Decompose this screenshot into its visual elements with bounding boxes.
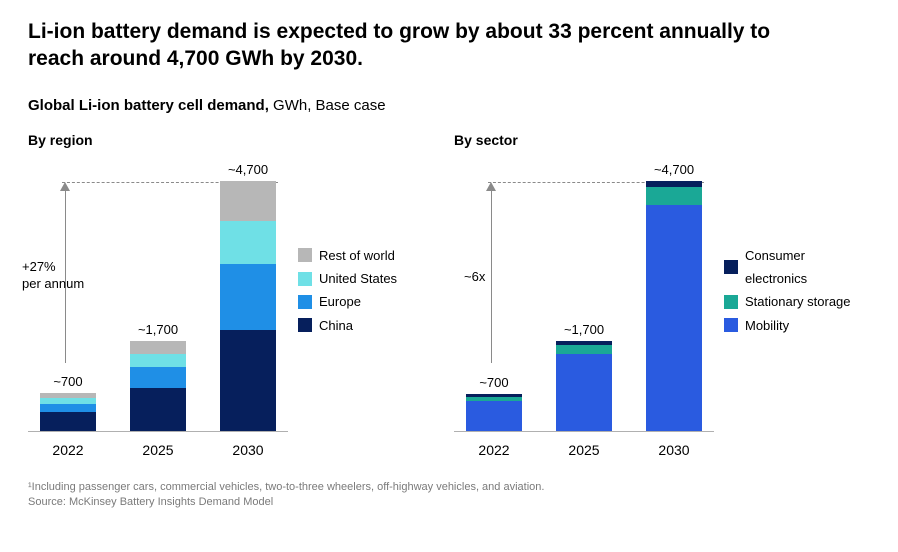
bar-segment	[130, 354, 186, 367]
bar-segment	[40, 412, 96, 431]
bar-segment	[466, 401, 522, 431]
bar-segment	[40, 404, 96, 412]
legend-item: Europe	[298, 290, 397, 313]
legend-item: China	[298, 314, 397, 337]
bar-column: ~4,700	[642, 162, 706, 431]
bar-segment	[220, 181, 276, 221]
x-axis-label: 2022	[462, 436, 526, 458]
bar-column: ~1,700	[552, 322, 616, 431]
legend-swatch	[298, 248, 312, 262]
x-axis-label: 2022	[36, 436, 100, 458]
bar-segment	[556, 354, 612, 431]
legend-item: Consumer electronics	[724, 244, 854, 291]
bar-column: ~4,700	[216, 162, 280, 431]
legend-label: United States	[319, 267, 397, 290]
subhead-regular: GWh, Base case	[269, 97, 386, 114]
legend-swatch	[298, 272, 312, 286]
legend-sector: Consumer electronicsStationary storageMo…	[724, 158, 854, 338]
legend-region: Rest of worldUnited StatesEuropeChina	[298, 158, 397, 338]
legend-label: Rest of world	[319, 244, 395, 267]
bar-total-label: ~700	[53, 374, 82, 389]
bar-segment	[556, 345, 612, 354]
bar-column: ~700	[36, 374, 100, 431]
bar-segment	[646, 205, 702, 431]
bar-stack	[646, 181, 702, 431]
panel-by-sector: By sector ~6x ~700~1,700~4,700 202220252…	[454, 132, 854, 458]
bar-segment	[646, 187, 702, 205]
legend-swatch	[298, 295, 312, 309]
legend-label: Europe	[319, 290, 361, 313]
bar-stack	[466, 394, 522, 431]
legend-label: China	[319, 314, 353, 337]
bar-stack	[40, 393, 96, 431]
bar-segment	[220, 264, 276, 330]
panel-by-region: By region +27% per annum ~700~1,700~4,70…	[28, 132, 418, 458]
bar-segment	[130, 367, 186, 388]
x-axis-label: 2025	[552, 436, 616, 458]
panel-title-region: By region	[28, 132, 418, 148]
footnotes: ¹Including passenger cars, commercial ve…	[28, 480, 870, 511]
legend-item: Mobility	[724, 314, 854, 337]
legend-swatch	[724, 260, 738, 274]
bar-segment	[130, 341, 186, 354]
bar-segment	[220, 221, 276, 264]
footnote-2: Source: McKinsey Battery Insights Demand…	[28, 495, 870, 510]
subheadline: Global Li-ion battery cell demand, GWh, …	[28, 97, 870, 114]
bar-total-label: ~4,700	[654, 162, 694, 177]
bar-segment	[130, 388, 186, 431]
bar-total-label: ~1,700	[138, 322, 178, 337]
footnote-1: ¹Including passenger cars, commercial ve…	[28, 480, 870, 495]
legend-swatch	[724, 318, 738, 332]
chart-region: +27% per annum ~700~1,700~4,700 20222025…	[28, 158, 288, 458]
legend-item: United States	[298, 267, 397, 290]
legend-item: Stationary storage	[724, 290, 854, 313]
legend-swatch	[298, 318, 312, 332]
chart-sector: ~6x ~700~1,700~4,700 202220252030	[454, 158, 714, 458]
x-axis-label: 2030	[642, 436, 706, 458]
bar-column: ~700	[462, 375, 526, 431]
bar-segment	[220, 330, 276, 431]
legend-label: Consumer electronics	[745, 244, 854, 291]
bar-total-label: ~1,700	[564, 322, 604, 337]
legend-swatch	[724, 295, 738, 309]
headline: Li-ion battery demand is expected to gro…	[28, 18, 788, 73]
legend-item: Rest of world	[298, 244, 397, 267]
x-axis-label: 2025	[126, 436, 190, 458]
bar-column: ~1,700	[126, 322, 190, 431]
bar-total-label: ~4,700	[228, 162, 268, 177]
x-axis-label: 2030	[216, 436, 280, 458]
legend-label: Mobility	[745, 314, 789, 337]
bar-stack	[130, 341, 186, 431]
bar-stack	[556, 341, 612, 431]
legend-label: Stationary storage	[745, 290, 851, 313]
bar-total-label: ~700	[479, 375, 508, 390]
subhead-bold: Global Li-ion battery cell demand,	[28, 97, 269, 114]
bar-stack	[220, 181, 276, 431]
panel-title-sector: By sector	[454, 132, 854, 148]
